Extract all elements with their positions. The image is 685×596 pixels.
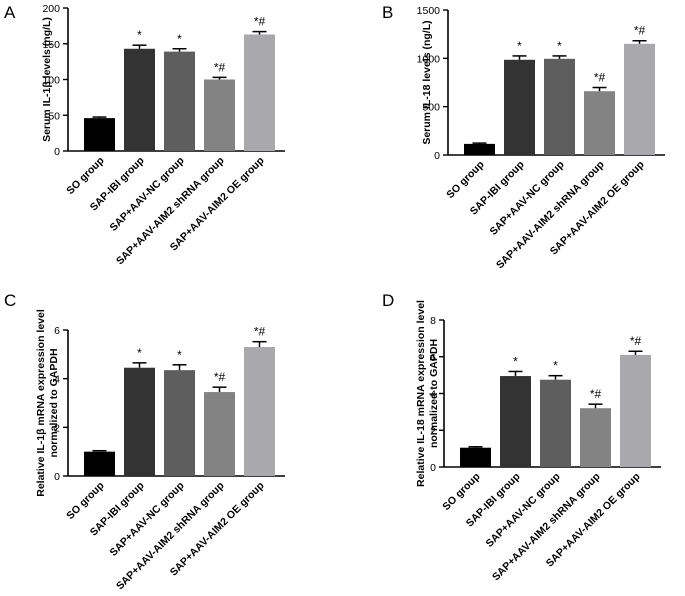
panel-letter: B <box>382 3 393 22</box>
y-axis-title: Relative IL-18 mRNA expression levelnorm… <box>415 300 440 487</box>
significance-label: *# <box>634 24 646 38</box>
bar <box>244 347 275 476</box>
significance-label: * <box>513 354 518 368</box>
significance-label: *# <box>254 15 266 29</box>
y-tick-label: 8 <box>430 315 436 327</box>
y-axis-title-line: Serum IL-18 levels (ng/L) <box>421 20 433 144</box>
y-tick-label: 200 <box>42 3 60 15</box>
significance-label: *# <box>214 370 226 384</box>
bar <box>244 34 275 151</box>
category-label: SO group <box>64 155 106 197</box>
bar <box>164 51 195 151</box>
category-label: SAP+AAV-NC group <box>108 155 187 234</box>
category-label: SO group <box>440 471 482 513</box>
bar <box>620 354 651 467</box>
y-tick-label: 500 <box>422 102 440 114</box>
y-tick-label: 50 <box>48 110 60 122</box>
chart-panel-a: A 0 50 100 150 200 Serum IL-1β levels (ng/L) SO… <box>4 3 285 267</box>
significance-label: * <box>517 39 522 53</box>
significance-label: *# <box>630 334 642 348</box>
bar <box>540 379 571 467</box>
panel-letter: D <box>382 291 394 310</box>
bar <box>544 58 575 155</box>
bar <box>204 79 235 151</box>
y-tick-label: 150 <box>42 39 60 51</box>
significance-label: * <box>553 359 558 373</box>
significance-label: * <box>177 348 182 362</box>
y-axis-title: Relative IL-1β mRNA expression levelnorm… <box>35 309 60 497</box>
bar <box>464 143 495 155</box>
bar <box>580 408 611 467</box>
bar <box>584 91 615 155</box>
bar <box>84 451 115 476</box>
chart-panel-b: B 0 500 1000 1500 Serum IL-18 levels (ng/L) SO… <box>382 3 665 271</box>
bar <box>164 370 195 476</box>
significance-label: *# <box>590 387 602 401</box>
significance-label: * <box>177 32 182 46</box>
y-tick-label: 1500 <box>417 5 441 17</box>
bar <box>500 376 531 467</box>
y-tick-label: 4 <box>54 374 60 386</box>
y-axis-title-line: Serum IL-1β levels (ng/L) <box>41 17 53 142</box>
y-axis-title-line: normalized to GAPDH <box>48 348 60 457</box>
significance-label: *# <box>594 71 606 85</box>
category-label: SO group <box>444 159 486 201</box>
y-tick-label: 1000 <box>417 53 441 65</box>
category-label: SAP+AAV-NC group <box>484 471 563 550</box>
category-label: SAP+AAV-NC group <box>108 480 187 559</box>
bar <box>624 43 655 156</box>
y-tick-label: 2 <box>54 422 60 434</box>
y-tick-label: 0 <box>54 146 60 158</box>
y-axis-title: Serum IL-1β levels (ng/L) <box>41 17 53 142</box>
y-axis-title: Serum IL-18 levels (ng/L) <box>421 20 433 144</box>
significance-label: * <box>137 346 142 360</box>
significance-label: * <box>557 39 562 53</box>
y-tick-label: 2 <box>430 425 436 437</box>
significance-label: *# <box>214 60 226 74</box>
panel-letter: A <box>4 3 16 22</box>
bar <box>124 48 155 151</box>
y-axis-title-line: normalized to GAPDH <box>428 339 440 448</box>
y-axis-title-line: Relative IL-1β mRNA expression level <box>35 309 47 497</box>
y-axis-title-line: Relative IL-18 mRNA expression level <box>415 300 427 487</box>
category-label: SO group <box>64 480 106 522</box>
y-tick-label: 0 <box>434 150 440 162</box>
y-tick-label: 6 <box>430 352 436 364</box>
y-tick-label: 0 <box>430 462 436 474</box>
significance-label: * <box>137 28 142 42</box>
y-tick-label: 4 <box>430 389 436 401</box>
category-label: SAP+AAV-NC group <box>488 159 567 238</box>
bar <box>204 392 235 476</box>
y-tick-label: 0 <box>54 471 60 483</box>
y-tick-label: 6 <box>54 325 60 337</box>
bar <box>124 367 155 476</box>
y-tick-label: 100 <box>42 75 60 87</box>
panel-letter: C <box>4 291 16 310</box>
bar <box>460 447 491 467</box>
significance-label: *# <box>254 325 266 339</box>
bar <box>504 59 535 155</box>
bar <box>84 118 115 151</box>
